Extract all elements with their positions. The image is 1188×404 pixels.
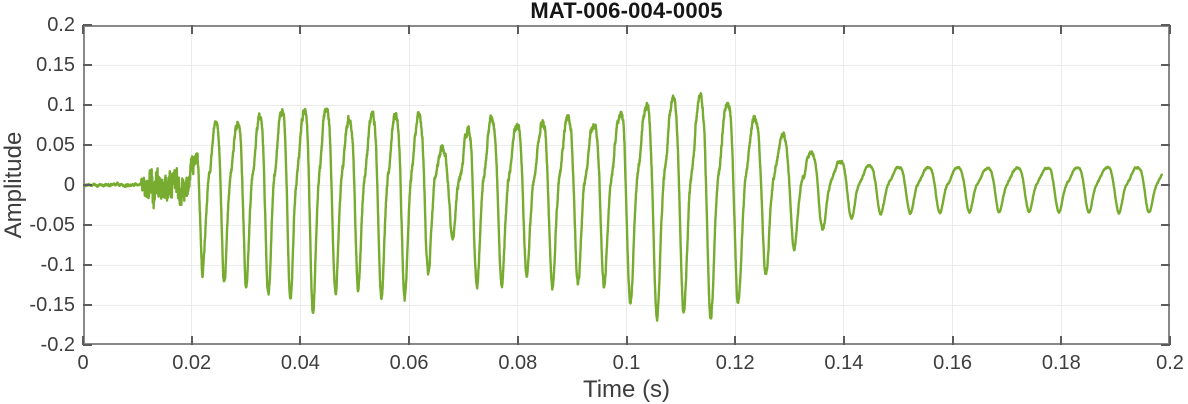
waveform-series	[83, 25, 1170, 345]
chart-title: MAT-006-004-0005	[530, 0, 723, 23]
x-tick-label: 0.12	[715, 352, 755, 374]
tick-mark-top	[1060, 25, 1063, 34]
y-tick-label: 0.2	[47, 14, 75, 36]
tick-mark-top	[625, 25, 628, 34]
tick-mark-left	[83, 144, 92, 146]
tick-mark-bottom	[625, 336, 628, 345]
tick-mark-bottom	[408, 336, 411, 345]
tick-mark-top	[842, 25, 845, 34]
tick-mark-top	[190, 25, 193, 34]
tick-mark-bottom	[190, 336, 193, 345]
tick-mark-right	[1161, 264, 1170, 266]
x-tick-label: 0.2	[1156, 352, 1184, 374]
tick-mark-left	[83, 264, 92, 266]
x-tick-label: 0.08	[498, 352, 538, 374]
y-tick-label: -0.2	[40, 334, 75, 356]
tick-mark-top	[1169, 25, 1171, 34]
tick-mark-bottom	[516, 336, 519, 345]
tick-mark-right	[1161, 224, 1170, 226]
x-tick-label: 0	[77, 352, 89, 374]
tick-mark-top	[82, 25, 84, 34]
tick-mark-bottom	[1169, 336, 1171, 345]
plot-area	[82, 24, 1171, 346]
tick-mark-right	[1161, 104, 1170, 106]
tick-mark-bottom	[734, 336, 737, 345]
x-tick-label: 0.14	[824, 352, 864, 374]
x-tick-label: 0.18	[1041, 352, 1081, 374]
tick-mark-top	[408, 25, 411, 34]
tick-mark-right	[1161, 344, 1170, 346]
tick-mark-right	[1161, 24, 1170, 26]
x-axis-label: Time (s)	[582, 376, 671, 403]
tick-mark-right	[1161, 304, 1170, 306]
tick-mark-left	[83, 184, 92, 186]
tick-mark-left	[83, 344, 92, 346]
y-tick-label: 0	[63, 174, 75, 196]
tick-mark-left	[83, 64, 92, 66]
tick-mark-top	[299, 25, 302, 34]
tick-mark-right	[1161, 184, 1170, 186]
y-tick-label: -0.05	[29, 214, 75, 236]
x-tick-label: 0.1	[612, 352, 641, 374]
tick-mark-right	[1161, 144, 1170, 146]
tick-mark-left	[83, 24, 92, 26]
y-tick-label: 0.05	[36, 134, 75, 156]
x-tick-label: 0.04	[280, 352, 320, 374]
x-tick-label: 0.06	[389, 352, 429, 374]
tick-mark-left	[83, 304, 92, 306]
y-tick-label: -0.1	[40, 254, 75, 276]
tick-mark-bottom	[1060, 336, 1063, 345]
y-tick-label: 0.1	[47, 94, 75, 116]
tick-mark-top	[951, 25, 954, 34]
tick-mark-bottom	[299, 336, 302, 345]
tick-mark-top	[516, 25, 519, 34]
tick-mark-right	[1161, 64, 1170, 66]
tick-mark-top	[734, 25, 737, 34]
tick-mark-left	[83, 224, 92, 226]
x-tick-label: 0.16	[933, 352, 973, 374]
y-tick-label: 0.15	[36, 54, 75, 76]
y-tick-label: -0.15	[29, 294, 75, 316]
tick-mark-bottom	[951, 336, 954, 345]
x-tick-label: 0.02	[172, 352, 212, 374]
tick-mark-left	[83, 104, 92, 106]
tick-mark-bottom	[842, 336, 845, 345]
